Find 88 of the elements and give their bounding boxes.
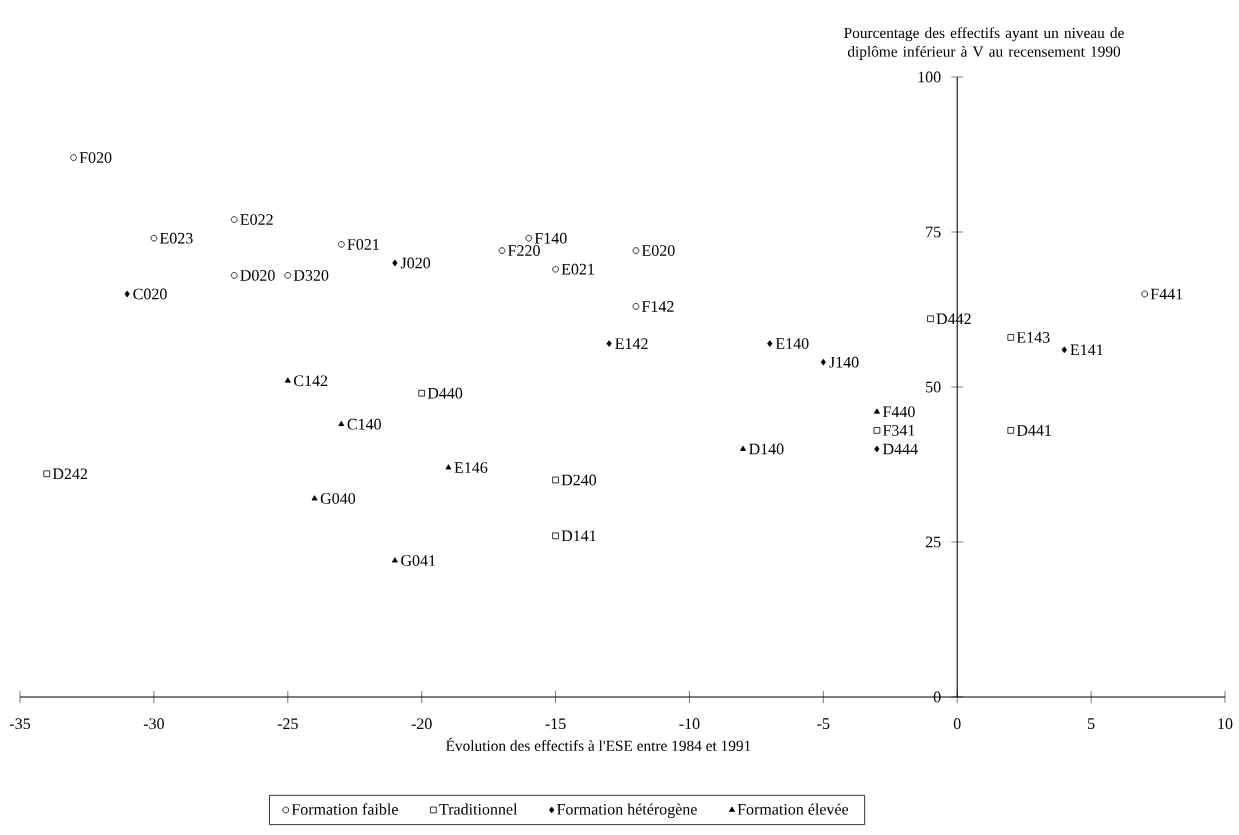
point <box>338 420 345 427</box>
point <box>927 315 934 323</box>
annotation: F020 <box>79 152 112 163</box>
point <box>606 340 612 347</box>
point <box>392 259 398 267</box>
point <box>445 464 452 470</box>
legend-label: Formation faible <box>291 803 398 815</box>
annotation: D440 <box>427 387 463 399</box>
point <box>1141 290 1148 298</box>
annotation: G040 <box>320 493 356 504</box>
point <box>525 234 533 242</box>
x-tick-label: 5 <box>1088 718 1095 729</box>
point <box>552 532 559 540</box>
point <box>552 476 559 484</box>
annotation: D320 <box>293 269 329 281</box>
annotation: E143 <box>1016 332 1050 343</box>
point <box>873 408 880 414</box>
legend-label: Formation hétérogène <box>557 803 697 818</box>
point <box>418 389 426 397</box>
point <box>767 340 773 347</box>
annotation: F021 <box>347 238 379 250</box>
point <box>874 445 880 453</box>
point <box>230 272 238 279</box>
point <box>632 247 640 254</box>
annotation: E140 <box>775 338 809 349</box>
point <box>1061 346 1067 354</box>
x-tick-label: -15 <box>545 718 566 730</box>
annotation: E023 <box>159 232 193 244</box>
annotation: E142 <box>615 338 648 349</box>
annotation: D141 <box>561 530 596 542</box>
annotation: E021 <box>561 263 594 275</box>
point <box>230 216 238 223</box>
x-tick-label: 10 <box>1218 718 1233 730</box>
point <box>284 272 292 279</box>
point <box>1007 427 1015 434</box>
point <box>632 303 640 310</box>
annotation: D441 <box>1016 425 1051 436</box>
x-tick-label: -10 <box>679 718 700 730</box>
annotation: D020 <box>240 269 275 281</box>
point <box>873 427 881 434</box>
annotation: D240 <box>561 474 597 486</box>
x-axis-title: Évolution des effectifs à l'ESE entre 1984 et 1991 <box>446 737 751 751</box>
annotation: F440 <box>882 406 915 418</box>
point <box>124 290 130 298</box>
x-tick-label: 0 <box>953 718 961 730</box>
x-tick-label: -35 <box>9 718 31 730</box>
y-tick-label: 100 <box>918 71 941 83</box>
annotation: D444 <box>882 443 918 455</box>
point <box>740 445 746 451</box>
x-tick-label: -30 <box>143 718 164 730</box>
point <box>43 470 51 478</box>
x-tick-label: -25 <box>277 718 298 730</box>
point <box>284 377 291 383</box>
annotation: C020 <box>133 288 167 300</box>
annotation: C142 <box>294 375 328 387</box>
annotation: C140 <box>347 418 381 430</box>
point <box>311 495 318 501</box>
y-tick-label: 75 <box>926 226 941 238</box>
annotation: E020 <box>641 245 675 256</box>
point <box>150 234 158 242</box>
y-tick-label: 25 <box>925 536 941 548</box>
legend-label: Formation élevée <box>737 803 849 815</box>
annotation: E022 <box>240 214 273 225</box>
annotation: F220 <box>508 245 540 256</box>
point <box>391 557 398 563</box>
point <box>70 154 77 161</box>
annotation: F142 <box>641 301 674 312</box>
y-tick-label: 0 <box>933 691 941 703</box>
legend-label: Traditionnel <box>439 803 518 815</box>
x-tick-label: -20 <box>411 718 432 730</box>
point <box>498 247 506 254</box>
annotation: E146 <box>454 462 488 473</box>
y-tick-label: 50 <box>926 381 941 393</box>
annotation: F140 <box>534 232 567 244</box>
annotation: D140 <box>749 443 784 455</box>
annotation: D242 <box>52 468 88 480</box>
point <box>1007 334 1015 341</box>
annotation: G041 <box>401 555 436 566</box>
y-axis-title: Pourcentage des effectifs ayant un niveau de diplôme inférieur à V au recensement 1990 <box>844 27 1124 60</box>
point <box>338 241 345 248</box>
point <box>552 265 559 273</box>
point <box>820 358 826 366</box>
annotation: J020 <box>400 257 431 269</box>
annotation: E141 <box>1070 344 1103 356</box>
annotation: F441 <box>1150 288 1183 300</box>
x-tick-label: -5 <box>817 718 830 729</box>
annotation: F341 <box>882 425 915 436</box>
annotation: J140 <box>829 356 859 368</box>
